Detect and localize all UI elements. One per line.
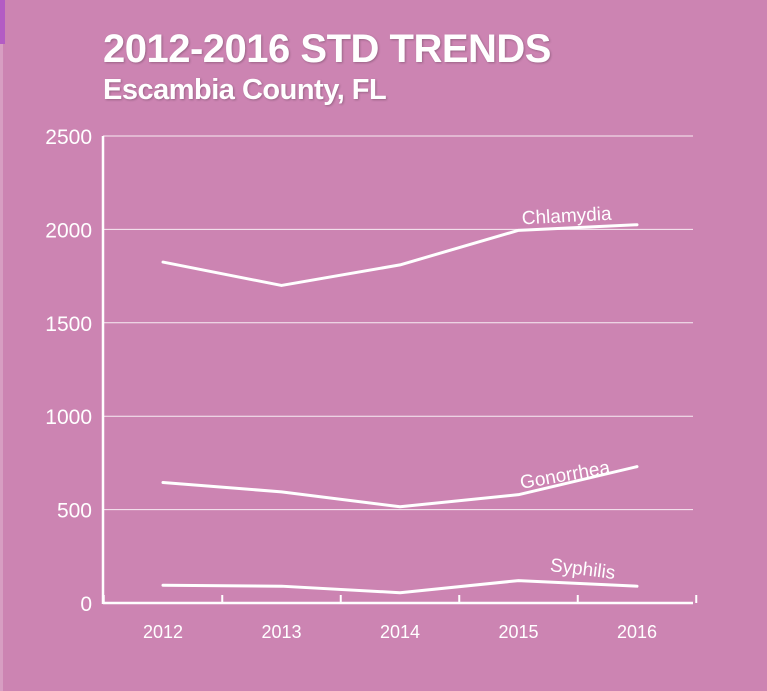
x-tick-label: 2012 <box>143 622 183 642</box>
chart-subtitle: Escambia County, FL <box>103 74 387 106</box>
series-line-gonorrhea <box>161 465 639 509</box>
x-tick-label: 2014 <box>380 622 420 642</box>
y-tick-label: 1500 <box>45 313 92 336</box>
y-tick-label: 1000 <box>45 406 92 429</box>
corner-accent <box>0 0 5 44</box>
chart-title: 2012-2016 STD TRENDS <box>103 27 551 71</box>
series-label-chlamydia: Chlamydia <box>521 204 612 230</box>
series-label-gonorrhea: Gonorrhea <box>518 457 612 494</box>
x-tick-label: 2013 <box>261 622 301 642</box>
y-tick-label: 2000 <box>45 219 92 242</box>
y-tick-label: 500 <box>57 500 92 523</box>
series-label-syphilis: Syphilis <box>549 555 617 584</box>
x-tick-label: 2015 <box>498 622 538 642</box>
series-line-chlamydia <box>161 223 639 287</box>
left-border <box>0 0 3 691</box>
y-tick-label: 0 <box>80 593 92 616</box>
y-tick-label: 2500 <box>45 126 92 149</box>
series-line-syphilis <box>161 579 639 595</box>
x-tick-label: 2016 <box>617 622 657 642</box>
